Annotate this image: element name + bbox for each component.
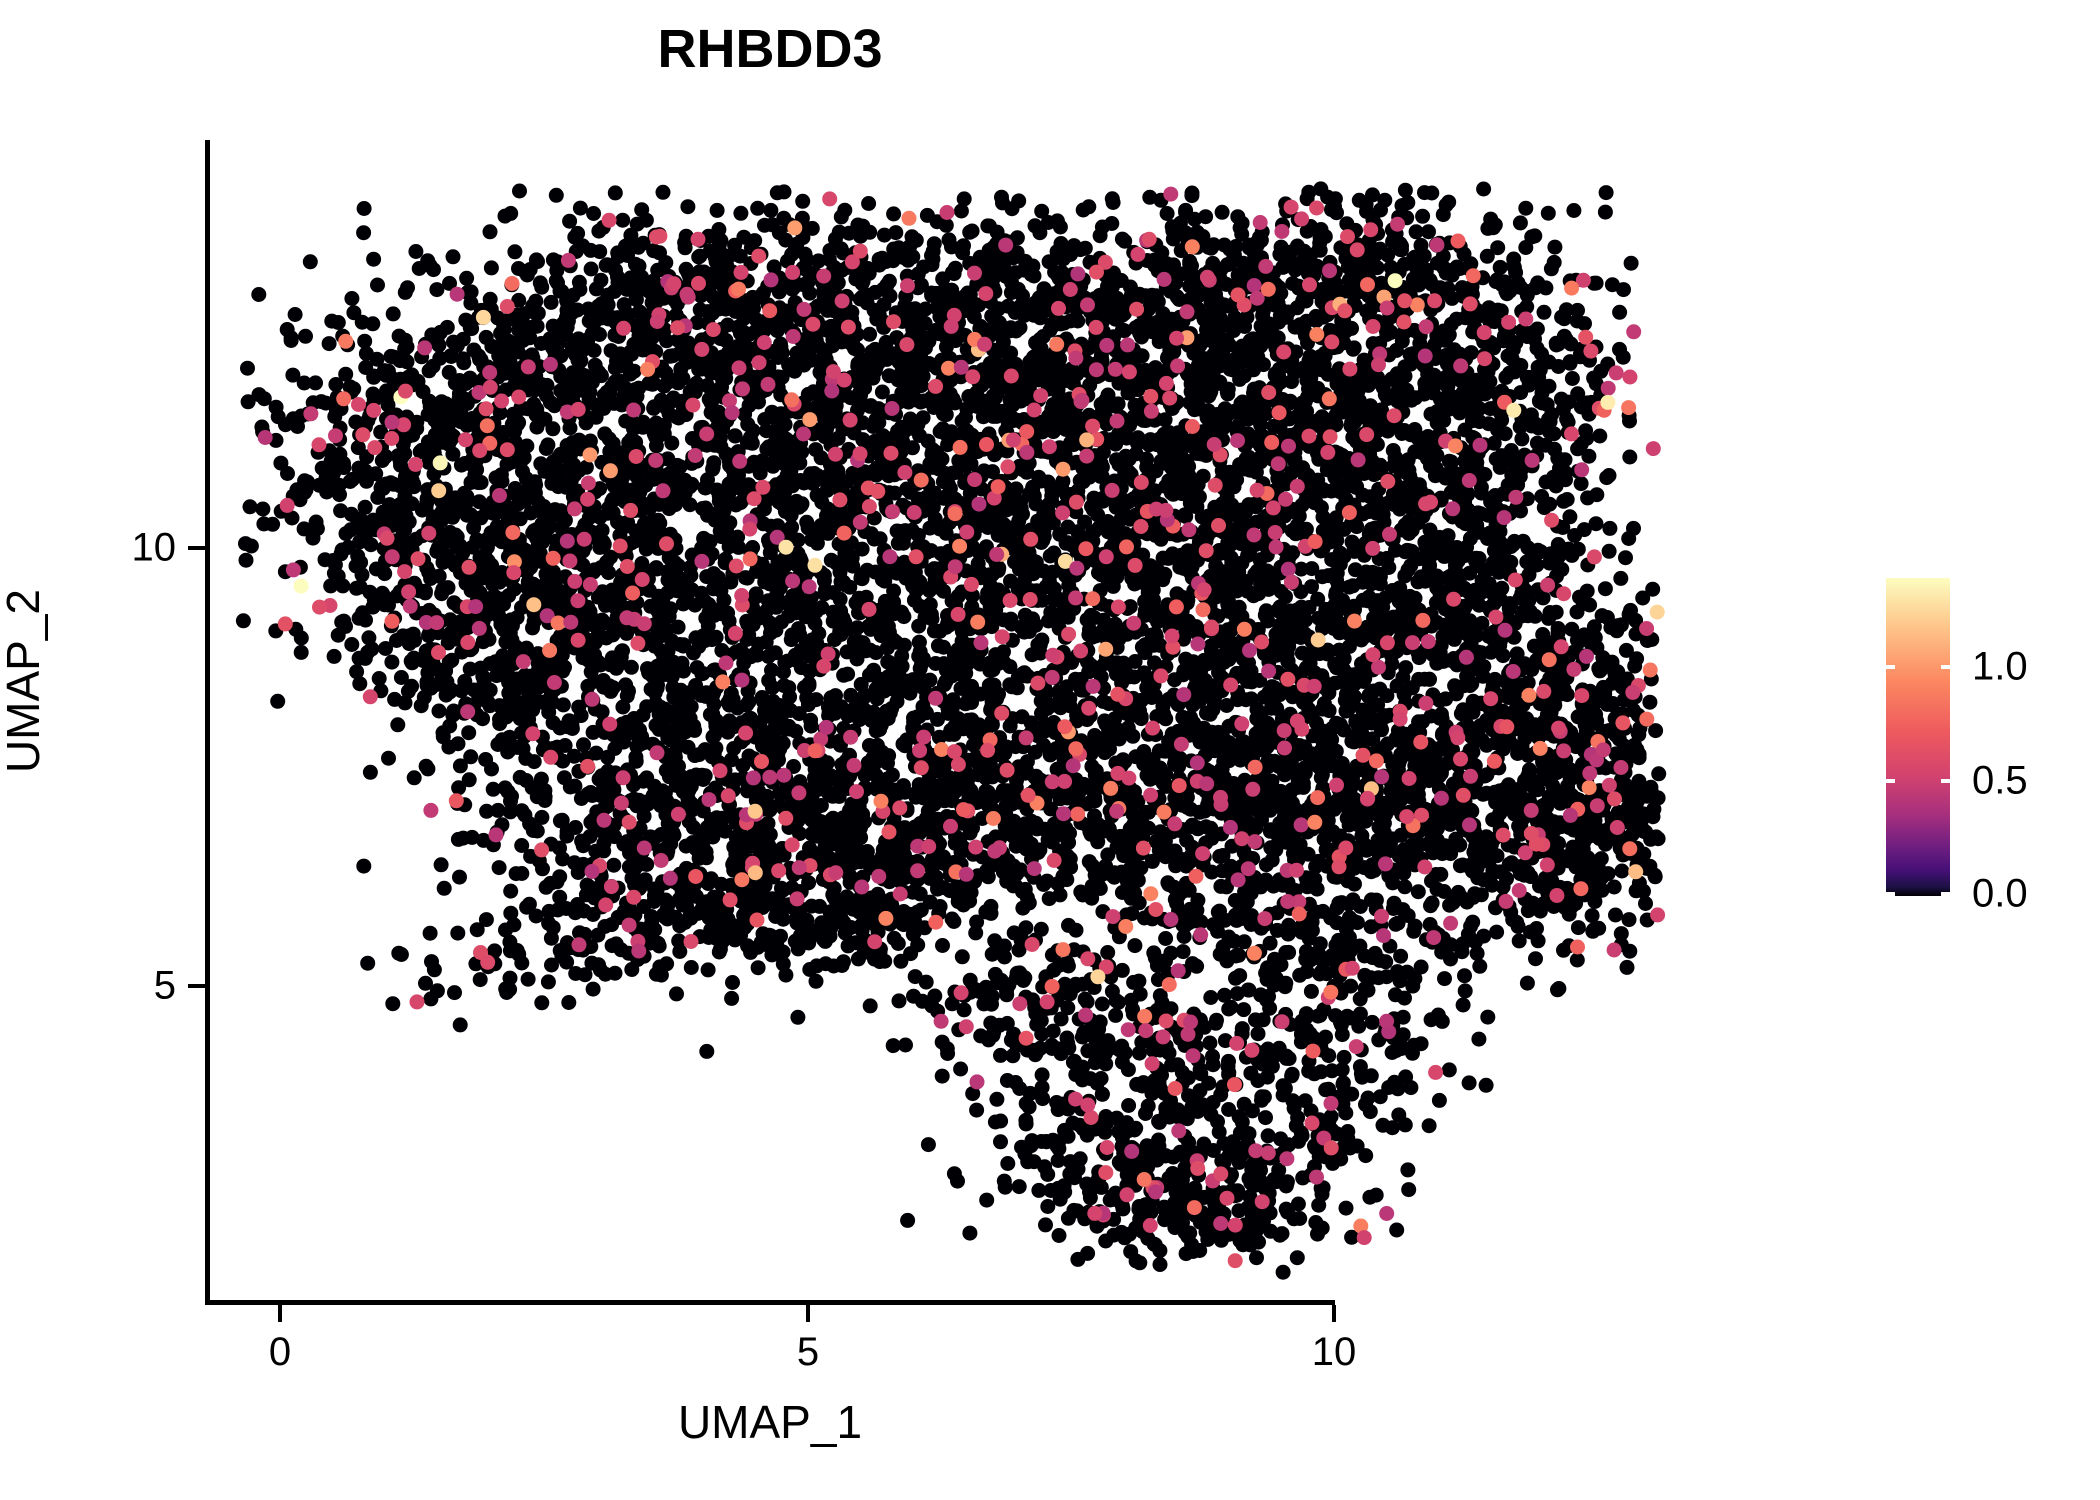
x-axis-label: UMAP_1	[677, 1396, 863, 1448]
x-tick-label-0: 0	[268, 1330, 292, 1374]
y-axis-label: UMAP_2	[0, 588, 49, 774]
page-title: RHBDD3	[657, 19, 883, 79]
x-tick-10	[1332, 1305, 1336, 1322]
colorbar-tick-0.0-left	[1886, 892, 1895, 896]
y-tick-label-5: 5	[153, 963, 176, 1008]
y-axis-line	[205, 140, 210, 1305]
colorbar-gradient	[1886, 578, 1950, 896]
colorbar-label-1.0: 1.0	[1972, 644, 2028, 689]
colorbar-tick-0.5-left	[1886, 779, 1895, 783]
colorbar-tick-1.0-right	[1941, 665, 1950, 669]
x-tick-5	[806, 1305, 810, 1322]
y-tick-label-10: 10	[131, 525, 177, 570]
y-tick-5	[188, 984, 205, 988]
colorbar-label-0.5: 0.5	[1972, 758, 2028, 803]
colorbar-tick-1.0-left	[1886, 665, 1895, 669]
colorbar-label-0.0: 0.0	[1972, 871, 2028, 916]
y-tick-10	[188, 546, 205, 550]
x-axis-line	[205, 1300, 1335, 1305]
legend-colorbar: 1.0 0.5 0.0	[1886, 578, 2086, 916]
x-tick-label-5: 5	[796, 1330, 820, 1374]
x-tick-0	[278, 1305, 282, 1322]
colorbar-tick-0.5-right	[1941, 779, 1950, 783]
colorbar-tick-0.0-right	[1941, 892, 1950, 896]
x-tick-label-10: 10	[1311, 1330, 1357, 1374]
